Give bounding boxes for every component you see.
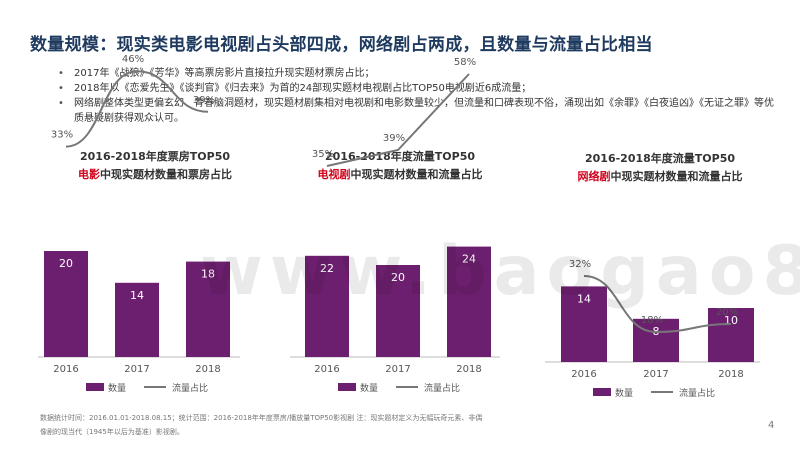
subtitle-rest: 中现实题材数量和流量占比 (610, 170, 743, 183)
chart-subtitle-tv: 电视剧中现实题材数量和流量占比 (280, 166, 520, 182)
chart-title-web: 2016-2018年度流量TOP50 (584, 152, 736, 165)
bar (376, 265, 420, 357)
line-series (65, 70, 209, 148)
bullet-list: 2017年《战狼》《芳华》等高票房影片直接拉升现实题材票房占比； 2018年以《… (58, 66, 778, 126)
bar (44, 251, 88, 357)
bar-value-label: 14 (130, 289, 144, 302)
line-value-label: 18% (641, 315, 663, 326)
legend-swatch-bar (86, 383, 104, 391)
page-title: 数量规模：现实类电影电视剧占头部四成，网络剧占两成，且数量与流量占比相当 (30, 35, 653, 55)
legend-label-bar: 数量 (615, 387, 633, 399)
line-value-label: 39% (193, 95, 215, 106)
bar (447, 246, 491, 357)
legend-label-line: 流量占比 (172, 382, 208, 394)
line-value-label: 39% (383, 133, 405, 144)
bar (186, 261, 230, 357)
bar (305, 255, 349, 357)
legend-swatch-bar (593, 388, 611, 396)
legend-label-bar: 数量 (360, 382, 378, 394)
bar-value-label: 20 (59, 257, 73, 270)
chart-subtitle-web: 网络剧中现实题材数量和流量占比 (540, 168, 780, 184)
x-tick-label: 2016 (53, 364, 78, 375)
line-value-label: 46% (122, 54, 144, 65)
subtitle-highlight: 电视剧 (317, 168, 351, 181)
line-value-label: 33% (51, 130, 73, 141)
bar (708, 308, 754, 362)
bar (561, 286, 607, 362)
chart-title-tv: 2016-2018年度流量TOP50 (324, 150, 476, 163)
page-number: 4 (768, 420, 775, 431)
chart-title-film: 2016-2018年度票房TOP50 (79, 150, 231, 163)
legend-label-line: 流量占比 (424, 382, 460, 394)
line-series (583, 275, 732, 334)
line-value-label: 35% (312, 149, 334, 160)
x-tick-label: 2018 (456, 364, 481, 375)
x-tick-label: 2017 (643, 369, 668, 380)
bar-value-label: 14 (577, 292, 591, 305)
bar-value-label: 18 (201, 268, 215, 281)
bar (115, 282, 159, 357)
subtitle-rest: 中现实题材数量和票房占比 (100, 168, 232, 181)
footer-line: 像剧的现当代（1945年以后为基准）影视剧。 (40, 428, 184, 436)
x-tick-label: 2017 (124, 364, 149, 375)
line-value-label: 32% (569, 259, 591, 270)
subtitle-rest: 中现实题材数量和流量占比 (350, 168, 483, 181)
line-series (326, 73, 470, 167)
x-tick-label: 2016 (314, 364, 339, 375)
footer-note: 数据统计时间：2016.01.01-2018.08.15；统计范围：2016-2… (40, 411, 600, 439)
line-value-label: 20% (716, 307, 738, 318)
x-tick-label: 2016 (571, 369, 596, 380)
subtitle-highlight: 网络剧 (577, 170, 611, 183)
bullet-item: 2017年《战狼》《芳华》等高票房影片直接拉升现实题材票房占比； (58, 66, 778, 81)
bullet-item: 网络剧整体类型更偏玄幻、青春脑洞题材，现实题材剧集相对电视剧和电影数量较少，但流… (58, 96, 778, 126)
subtitle-highlight: 电影 (78, 168, 100, 181)
bar-value-label: 24 (462, 253, 476, 266)
x-tick-label: 2018 (195, 364, 220, 375)
legend-label-bar: 数量 (108, 382, 126, 394)
legend-swatch-bar (338, 383, 356, 391)
bar-value-label: 22 (320, 262, 334, 275)
x-tick-label: 2018 (718, 369, 743, 380)
footer-line: 数据统计时间：2016.01.01-2018.08.15；统计范围：2016-2… (40, 414, 483, 422)
line-value-label: 58% (454, 57, 476, 68)
legend-label-line: 流量占比 (679, 387, 715, 399)
bullet-item: 2018年以《恋爱先生》《谈判官》《归去来》为首的24部现实题材电视剧占比TOP… (58, 81, 778, 96)
bar (633, 318, 679, 362)
x-tick-label: 2017 (385, 364, 410, 375)
bar-value-label: 20 (391, 271, 405, 284)
chart-subtitle-film: 电影中现实题材数量和票房占比 (35, 166, 275, 182)
